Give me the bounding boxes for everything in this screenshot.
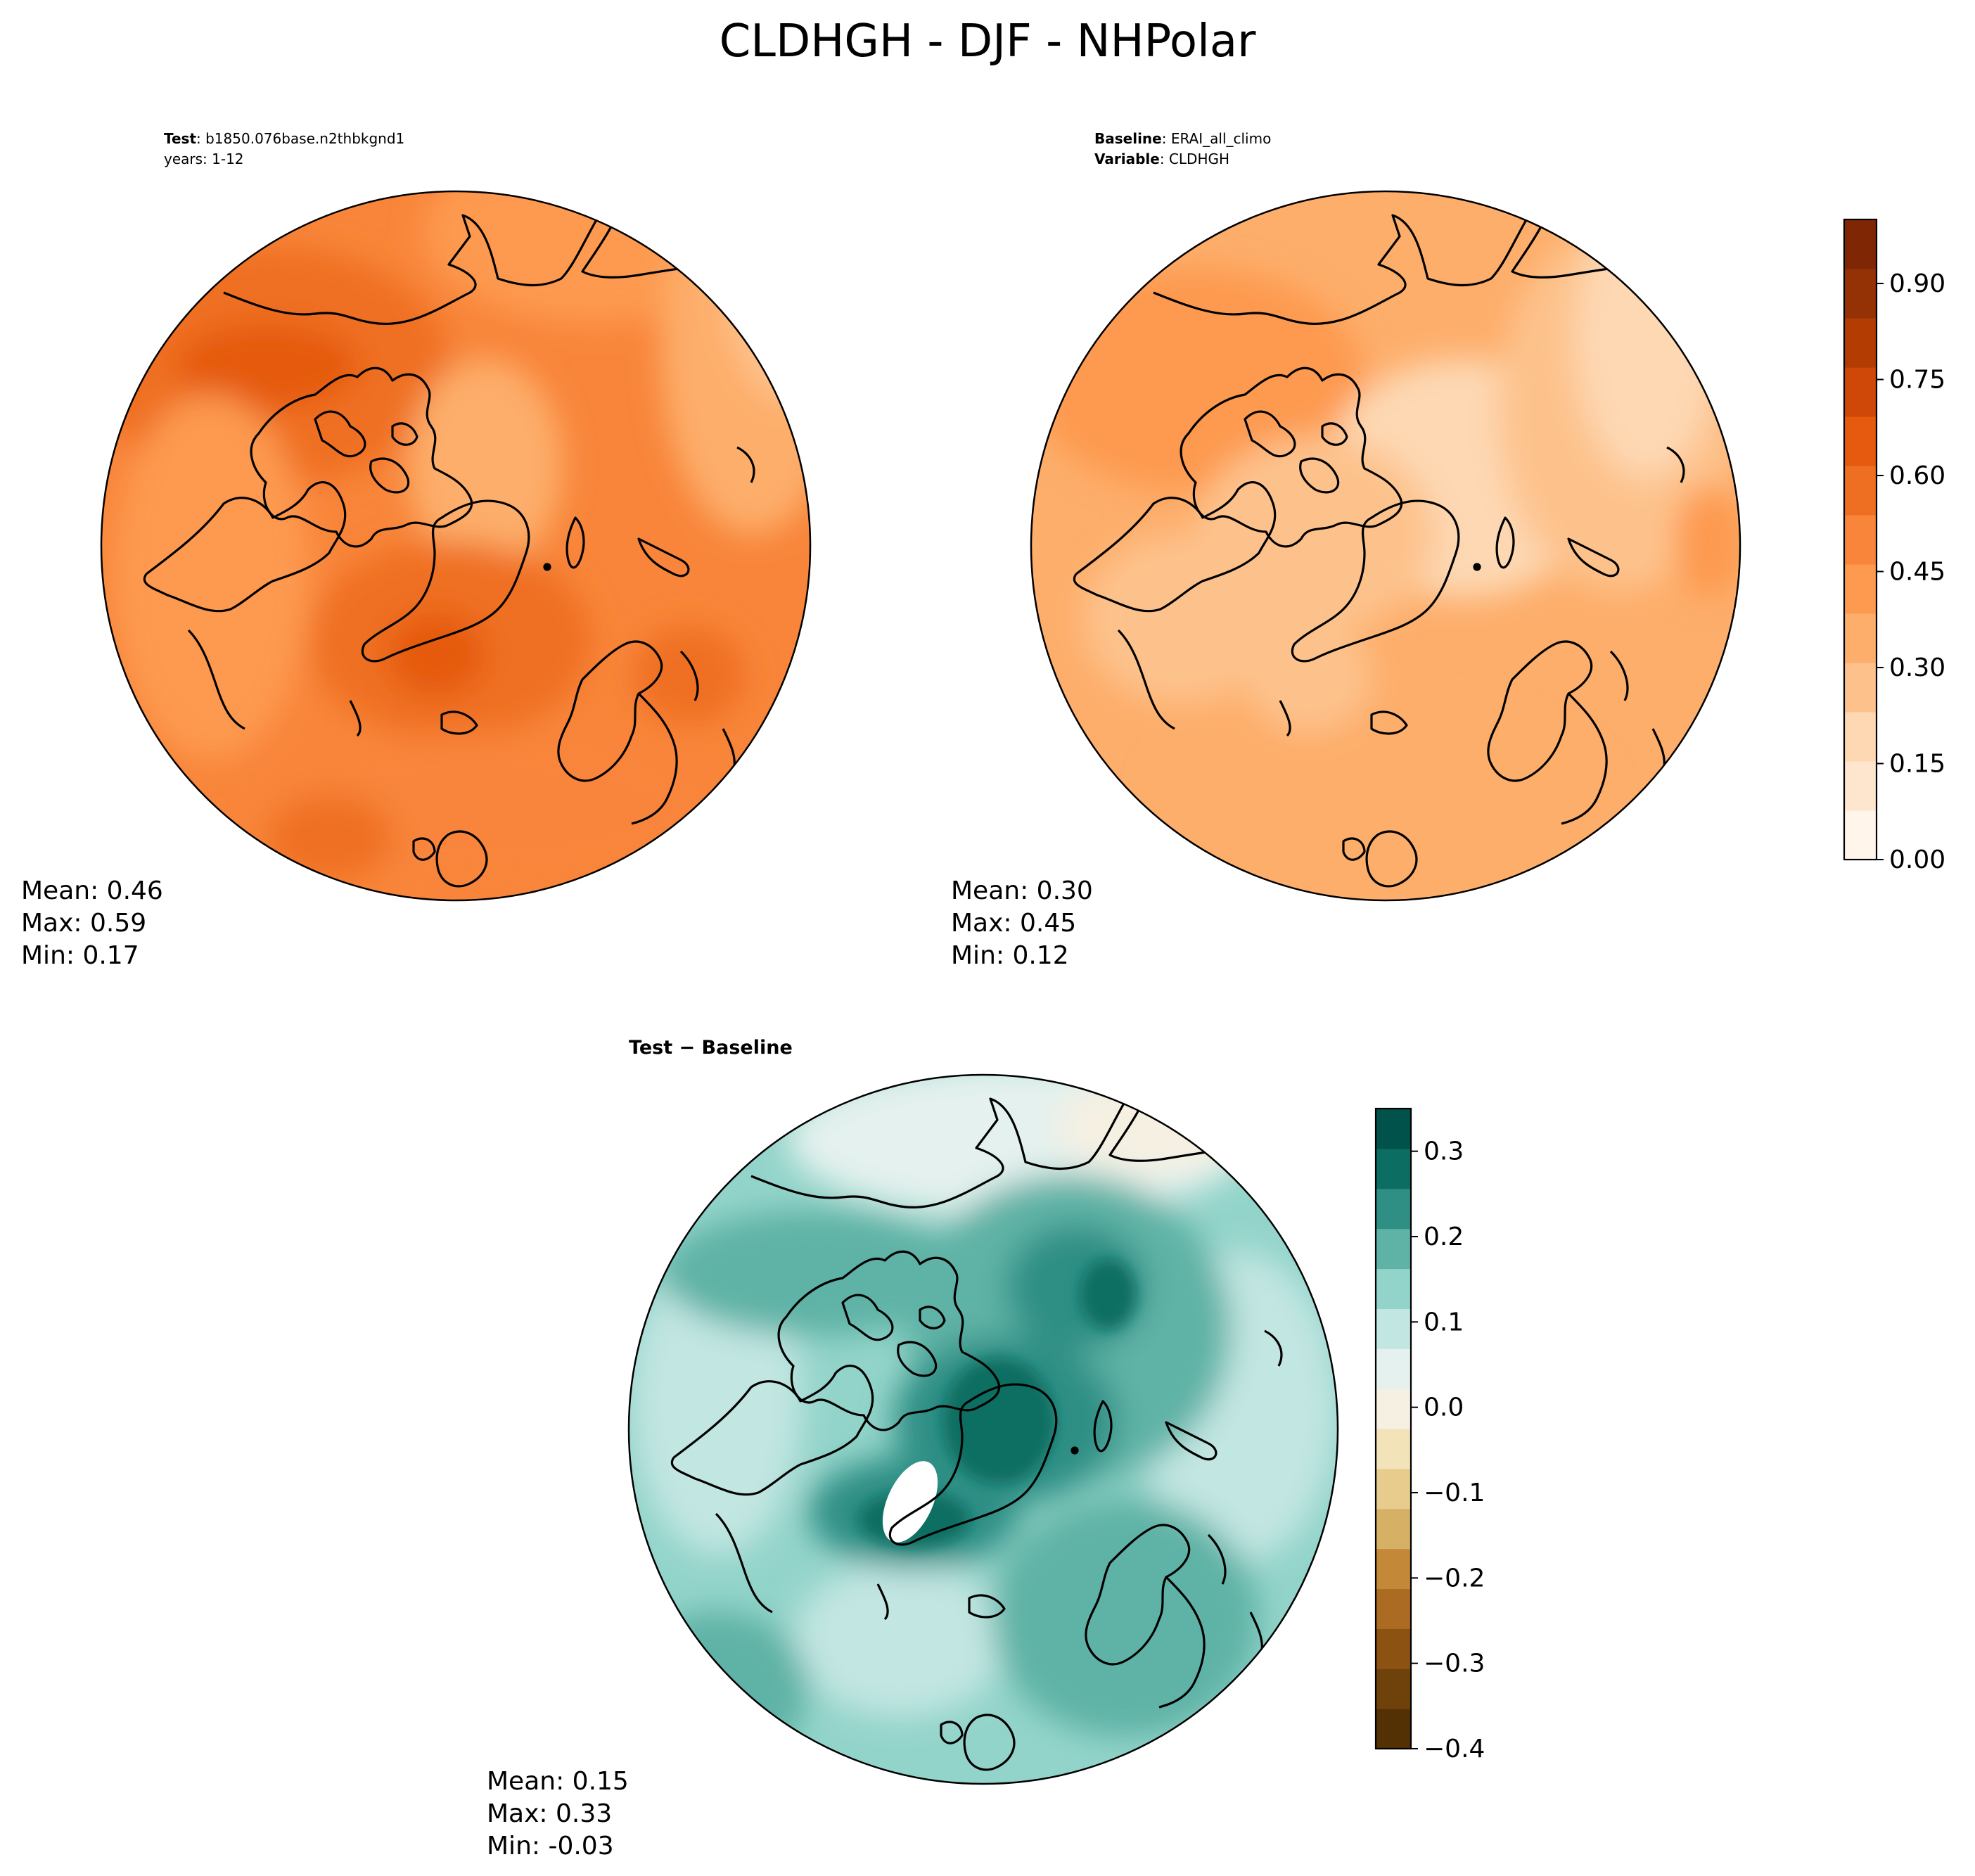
diff-max: Max: 0.33 xyxy=(487,1799,612,1828)
orange-colorbar-tick-label: 0.60 xyxy=(1889,461,1945,490)
diff-colorbar-level-1 xyxy=(1376,1668,1411,1709)
baseline-max: Max: 0.45 xyxy=(951,909,1076,938)
orange-colorbar-level-10 xyxy=(1844,318,1877,368)
test-max: Max: 0.59 xyxy=(21,909,146,938)
baseline-heading-label: Baseline xyxy=(1094,130,1162,147)
diff-colorbar-level-11 xyxy=(1376,1268,1411,1309)
orange-colorbar-tick-label: 0.30 xyxy=(1889,653,1945,682)
diff-colorbar-level-10 xyxy=(1376,1308,1411,1349)
orange-colorbar-level-11 xyxy=(1844,269,1877,319)
diff-min: Min: -0.03 xyxy=(487,1832,614,1861)
test-mean: Mean: 0.46 xyxy=(21,876,163,905)
test-heading-label: Test xyxy=(164,130,196,147)
diff-colorbar-level-5 xyxy=(1376,1508,1411,1550)
diff-colorbar-level-2 xyxy=(1376,1628,1411,1669)
variable-heading-value: : CLDHGH xyxy=(1160,151,1229,167)
diff-colorbar-level-12 xyxy=(1376,1228,1411,1270)
baseline-heading: Baseline: ERAI_all_climo xyxy=(1094,130,1271,147)
diff-colorbar-level-0 xyxy=(1376,1709,1411,1749)
test-stats: Mean: 0.46 Max: 0.59 Min: 0.17 xyxy=(21,876,163,970)
diff-colorbar-level-14 xyxy=(1376,1148,1411,1189)
diff-colorbar-level-15 xyxy=(1376,1109,1411,1149)
orange-colorbar-level-1 xyxy=(1844,761,1877,811)
orange-colorbar-tick-label: 0.90 xyxy=(1889,269,1945,298)
diff-colorbar-level-6 xyxy=(1376,1468,1411,1510)
orange-colorbar-level-4 xyxy=(1844,613,1877,663)
diff-colorbar-tick-label: 0.1 xyxy=(1424,1308,1464,1336)
test-map xyxy=(100,190,812,902)
test-years: years: 1-12 xyxy=(164,151,244,167)
baseline-heading-value: : ERAI_all_climo xyxy=(1162,130,1272,147)
orange-colorbar-level-3 xyxy=(1844,663,1877,713)
colorbar-diff: −0.4 −0.3 −0.2 −0.1 0.0 0.1 0.2 0.3 xyxy=(1374,1107,1485,1763)
diff-colorbar-frame xyxy=(1374,1107,1412,1750)
test-heading: Test: b1850.076base.n2thbkgnd1 xyxy=(164,130,404,147)
orange-colorbar-level-2 xyxy=(1844,712,1877,762)
diff-stats: Mean: 0.15 Max: 0.33 Min: -0.03 xyxy=(487,1767,629,1861)
orange-colorbar-level-8 xyxy=(1844,416,1877,466)
orange-colorbar-tick-label: 0.45 xyxy=(1889,558,1945,587)
variable-heading: Variable: CLDHGH xyxy=(1094,151,1229,167)
diff-colorbar-tick-label: −0.3 xyxy=(1424,1650,1485,1678)
diff-heading: Test − Baseline xyxy=(629,1037,793,1059)
baseline-map xyxy=(1030,190,1741,902)
orange-colorbar-level-9 xyxy=(1844,367,1877,417)
diff-colorbar-tick-label: 0.0 xyxy=(1424,1393,1464,1422)
diff-colorbar-tick-label: 0.2 xyxy=(1424,1223,1464,1251)
baseline-stats: Mean: 0.30 Max: 0.45 Min: 0.12 xyxy=(951,876,1093,970)
diff-colorbar-level-7 xyxy=(1376,1429,1411,1469)
orange-colorbar-frame xyxy=(1843,218,1878,861)
orange-colorbar-tick-label: 0.15 xyxy=(1889,750,1945,779)
diff-colorbar-level-13 xyxy=(1376,1188,1411,1230)
orange-colorbar-level-0 xyxy=(1844,810,1877,860)
diff-colorbar-level-3 xyxy=(1376,1588,1411,1629)
diff-map xyxy=(627,1073,1339,1785)
diff-colorbar-level-8 xyxy=(1376,1389,1411,1429)
baseline-mean: Mean: 0.30 xyxy=(951,876,1093,905)
variable-heading-label: Variable xyxy=(1094,151,1160,167)
test-heading-value: : b1850.076base.n2thbkgnd1 xyxy=(196,130,404,147)
test-min: Min: 0.17 xyxy=(21,941,139,970)
orange-colorbar-level-7 xyxy=(1844,466,1877,516)
diff-mean: Mean: 0.15 xyxy=(487,1767,629,1796)
orange-colorbar-level-12 xyxy=(1844,219,1877,269)
diff-colorbar-tick-label: −0.1 xyxy=(1424,1479,1485,1507)
figure-title: CLDHGH - DJF - NHPolar xyxy=(720,15,1256,68)
diff-colorbar-tick-label: 0.3 xyxy=(1424,1137,1464,1166)
orange-colorbar-tick-label: 0.75 xyxy=(1889,366,1945,395)
orange-colorbar-tick-label: 0.00 xyxy=(1889,846,1945,874)
diff-colorbar-tick-label: −0.2 xyxy=(1424,1564,1485,1593)
diff-colorbar-tick-label: −0.4 xyxy=(1424,1735,1485,1763)
diff-colorbar-level-4 xyxy=(1376,1548,1411,1590)
baseline-min: Min: 0.12 xyxy=(951,941,1069,970)
colorbar-orange: 0.00 0.15 0.30 0.45 0.60 0.75 0.90 xyxy=(1843,218,1945,874)
orange-colorbar-level-6 xyxy=(1844,515,1877,565)
orange-colorbar-level-5 xyxy=(1844,564,1877,614)
diff-colorbar-level-9 xyxy=(1376,1348,1411,1389)
